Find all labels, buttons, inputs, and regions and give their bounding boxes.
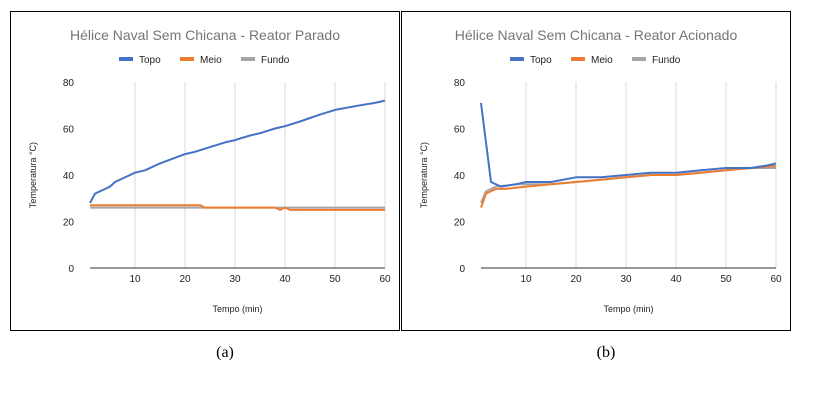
chart-a-ylabel: Temperatura °C): [28, 142, 38, 208]
chart-a-ytick-60: 60: [63, 125, 75, 136]
chart-a-xtick-40: 40: [279, 274, 291, 285]
chart-b-legend-label-meio: Meio: [591, 55, 613, 66]
caption-a: (a): [216, 344, 234, 361]
chart-b-ytick-0: 0: [459, 264, 465, 275]
chart-b-ytick-80: 80: [454, 78, 466, 89]
chart-b-xtick-40: 40: [670, 274, 682, 285]
chart-b-ytick-40: 40: [454, 171, 466, 182]
chart-panel-b: Hélice Naval Sem Chicana - Reator Aciona…: [401, 11, 791, 331]
chart-b-xtick-60: 60: [770, 274, 782, 285]
chart-a-xtick-60: 60: [379, 274, 391, 285]
chart-b-xlabel: Tempo (min): [603, 304, 653, 314]
chart-b-legend-label-topo: Topo: [530, 55, 552, 66]
chart-b-series-meio: [480, 164, 777, 208]
chart-panel-a: Hélice Naval Sem Chicana - Reator Parado…: [10, 11, 400, 331]
chart-b-ytick-20: 20: [454, 218, 466, 229]
chart-a-series-topo: [89, 99, 386, 204]
chart-b-title: Hélice Naval Sem Chicana - Reator Aciona…: [455, 27, 738, 43]
chart-b-legend-swatch-meio: [571, 57, 585, 61]
chart-b-legend-label-fundo: Fundo: [652, 55, 681, 66]
chart-a-ytick-20: 20: [63, 218, 75, 229]
chart-a-xtick-10: 10: [129, 274, 141, 285]
chart-b-xtick-10: 10: [520, 274, 532, 285]
chart-a-legend-swatch-topo: [119, 57, 133, 61]
chart-b-svg: Hélice Naval Sem Chicana - Reator Aciona…: [419, 27, 782, 314]
chart-a-legend-label-fundo: Fundo: [261, 55, 290, 66]
chart-b-xtick-20: 20: [570, 274, 582, 285]
chart-a-svg: Hélice Naval Sem Chicana - Reator Parado…: [28, 27, 391, 314]
chart-b-series-fundo: [480, 167, 776, 204]
chart-b-xtick-50: 50: [720, 274, 732, 285]
chart-b-ylabel: Temperatura °C): [419, 142, 429, 208]
chart-a-legend-swatch-meio: [180, 57, 194, 61]
chart-a-xlabel: Tempo (min): [212, 304, 262, 314]
caption-b: (b): [596, 344, 616, 361]
chart-b-xtick-30: 30: [620, 274, 632, 285]
chart-a-xtick-20: 20: [179, 274, 191, 285]
chart-b-ytick-60: 60: [454, 125, 466, 136]
chart-a-xtick-50: 50: [329, 274, 341, 285]
chart-a-title: Hélice Naval Sem Chicana - Reator Parado: [70, 27, 340, 43]
chart-a-ytick-80: 80: [63, 78, 75, 89]
chart-a-legend-label-topo: Topo: [139, 55, 161, 66]
chart-a-ytick-0: 0: [68, 264, 74, 275]
chart-a-legend-swatch-fundo: [241, 57, 255, 61]
chart-a-series-meio: [90, 204, 385, 211]
chart-b-legend-swatch-topo: [510, 57, 524, 61]
chart-a-ytick-40: 40: [63, 171, 75, 182]
chart-a-legend-label-meio: Meio: [200, 55, 222, 66]
chart-b-series-topo: [480, 102, 777, 188]
chart-b-legend-swatch-fundo: [632, 57, 646, 61]
chart-a-xtick-30: 30: [229, 274, 241, 285]
